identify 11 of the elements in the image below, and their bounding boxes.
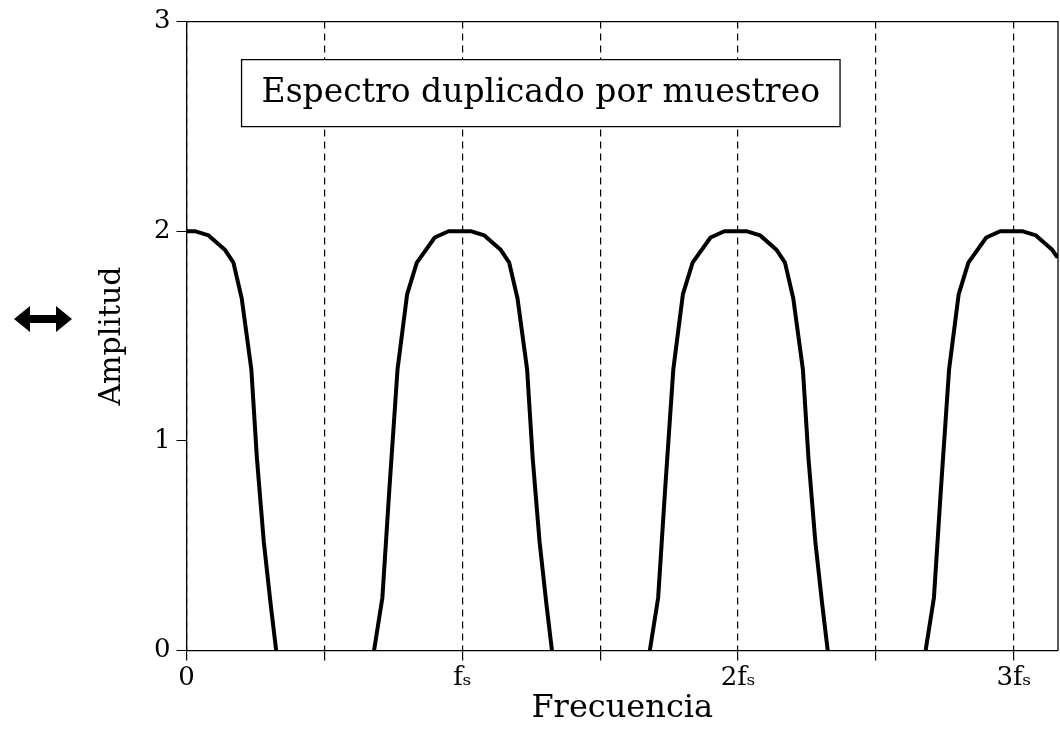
y-tick-label: 1: [154, 423, 171, 454]
x-tick-label: 0: [178, 660, 195, 691]
y-axis-title: Amplitud: [91, 266, 127, 407]
x-tick-label: fₛ: [453, 660, 472, 691]
x-tick-label: 3fₛ: [996, 660, 1032, 691]
y-tick-label: 0: [154, 633, 171, 664]
annotation: Espectro duplicado por muestreo: [261, 71, 821, 111]
y-tick-label: 2: [154, 213, 171, 244]
y-tick-label: 3: [154, 4, 171, 35]
x-tick-label: 2fₛ: [720, 660, 756, 691]
x-axis-title: Frecuencia: [531, 687, 714, 726]
